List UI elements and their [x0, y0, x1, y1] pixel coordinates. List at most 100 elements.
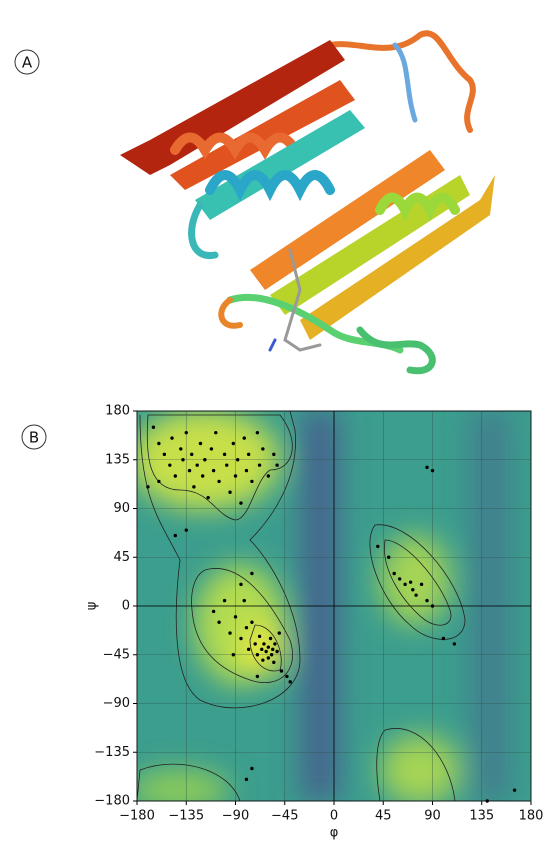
panel-label-circle: [14, 49, 40, 75]
point: [157, 441, 161, 446]
point: [187, 468, 192, 473]
point: [168, 463, 172, 467]
point: [268, 636, 273, 641]
point: [228, 631, 232, 635]
point: [195, 463, 199, 467]
point: [271, 647, 275, 652]
point: [217, 479, 221, 484]
point: [512, 788, 517, 792]
point: [255, 674, 260, 679]
point: [228, 490, 232, 494]
point: [244, 468, 249, 473]
point: [273, 642, 277, 646]
point: [206, 495, 210, 500]
point: [200, 474, 205, 478]
point: [387, 555, 391, 559]
point: [403, 582, 407, 587]
point: [190, 452, 194, 457]
point: [272, 660, 276, 665]
point: [162, 452, 167, 457]
point: [392, 571, 396, 576]
protein-structure: [120, 30, 495, 375]
y-tick-label: 0: [122, 599, 130, 614]
y-tick-label: 135: [105, 452, 130, 467]
point: [257, 634, 262, 639]
point: [233, 615, 238, 619]
point: [214, 430, 218, 435]
point: [244, 777, 249, 782]
point: [257, 463, 262, 467]
point: [170, 436, 174, 440]
point: [430, 468, 435, 473]
x-tick-label: −180: [119, 809, 155, 824]
point: [181, 458, 185, 462]
point: [275, 649, 279, 654]
point: [250, 620, 254, 624]
point: [266, 474, 271, 478]
point: [242, 436, 246, 440]
point: [441, 636, 446, 641]
point: [211, 609, 216, 614]
point: [411, 588, 415, 592]
point: [217, 620, 221, 624]
y-axis-label: ψ: [85, 602, 100, 611]
y-tick-label: 90: [113, 501, 130, 516]
point: [266, 645, 271, 649]
point: [376, 544, 380, 549]
point: [397, 577, 402, 581]
point: [250, 571, 254, 576]
point: [408, 580, 413, 584]
point: [262, 642, 266, 646]
point: [288, 680, 292, 684]
x-tick-label: −90: [222, 809, 249, 824]
y-tick-label: −45: [103, 647, 130, 662]
point: [246, 647, 251, 652]
point: [225, 463, 229, 467]
x-tick-label: 45: [375, 809, 392, 824]
point: [184, 528, 188, 532]
point: [264, 649, 268, 654]
point: [452, 642, 457, 646]
x-tick-label: 180: [519, 809, 544, 824]
point: [222, 452, 227, 457]
point: [253, 642, 257, 646]
point: [233, 474, 238, 478]
x-axis-label: φ: [330, 826, 339, 841]
point: [231, 653, 236, 657]
point: [211, 468, 216, 473]
point: [173, 474, 178, 478]
point: [242, 598, 246, 603]
point: [266, 656, 271, 660]
point: [184, 430, 188, 435]
point: [260, 647, 264, 652]
x-tick-label: −135: [168, 809, 204, 824]
point: [239, 636, 243, 641]
point: [414, 593, 418, 597]
point: [244, 625, 249, 630]
point: [198, 441, 203, 446]
x-tick-label: 90: [424, 809, 441, 824]
y-tick-label: −180: [94, 794, 130, 809]
point: [277, 631, 281, 635]
point: [430, 604, 435, 608]
panel-label: B: [29, 429, 39, 447]
point: [179, 447, 183, 451]
point: [425, 465, 429, 470]
point: [275, 463, 279, 467]
point: [255, 430, 260, 435]
point: [261, 447, 265, 451]
point: [146, 485, 150, 489]
point: [261, 658, 265, 662]
point: [231, 441, 236, 446]
point: [425, 598, 429, 603]
point: [151, 425, 156, 429]
point: [209, 447, 214, 451]
y-tick-label: 45: [113, 550, 130, 565]
point: [255, 653, 260, 657]
y-tick-label: −135: [94, 745, 130, 760]
point: [192, 485, 196, 489]
point: [222, 598, 227, 603]
point: [203, 458, 207, 462]
y-tick-label: −90: [103, 696, 130, 711]
